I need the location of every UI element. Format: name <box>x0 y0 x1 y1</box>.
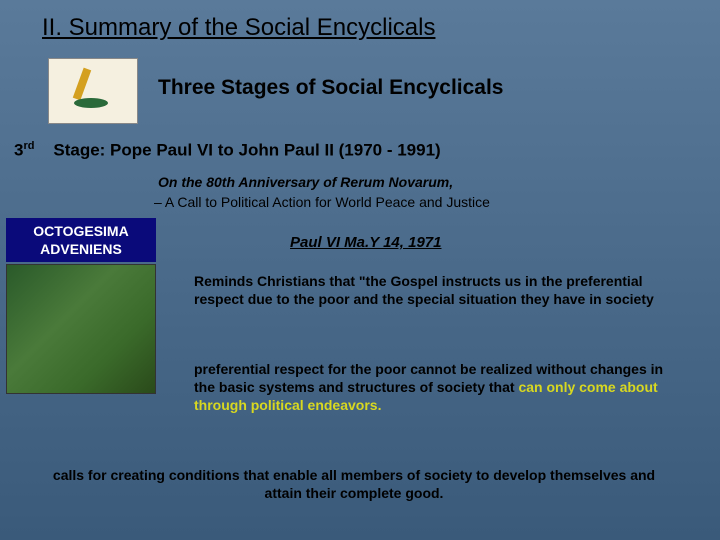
anniversary-line1: On the 80th Anniversary of Rerum Novarum… <box>158 174 453 190</box>
pencil-icon <box>68 66 118 116</box>
stage-line: 3rd Stage: Pope Paul VI to John Paul II … <box>14 140 441 161</box>
page-title: II. Summary of the Social Encyclicals <box>0 0 720 42</box>
stage-text: Stage: Pope Paul VI to John Paul II (197… <box>53 141 440 160</box>
doc-label-line2: ADVENIENS <box>40 241 122 257</box>
side-image <box>6 264 156 394</box>
stage-suffix: rd <box>23 140 34 152</box>
paragraph-2: preferential respect for the poor cannot… <box>194 360 674 415</box>
pencil-note-icon <box>48 58 138 124</box>
doc-label-line1: OCTOGESIMA <box>33 223 128 239</box>
anniversary-line2: – A Call to Political Action for World P… <box>154 194 490 210</box>
paragraph-1: Reminds Christians that "the Gospel inst… <box>194 272 674 308</box>
paragraph-3: calls for creating conditions that enabl… <box>34 466 674 502</box>
author-date: Paul VI Ma.Y 14, 1971 <box>290 234 441 251</box>
document-label: OCTOGESIMA ADVENIENS <box>6 218 156 262</box>
subtitle: Three Stages of Social Encyclicals <box>158 76 504 100</box>
